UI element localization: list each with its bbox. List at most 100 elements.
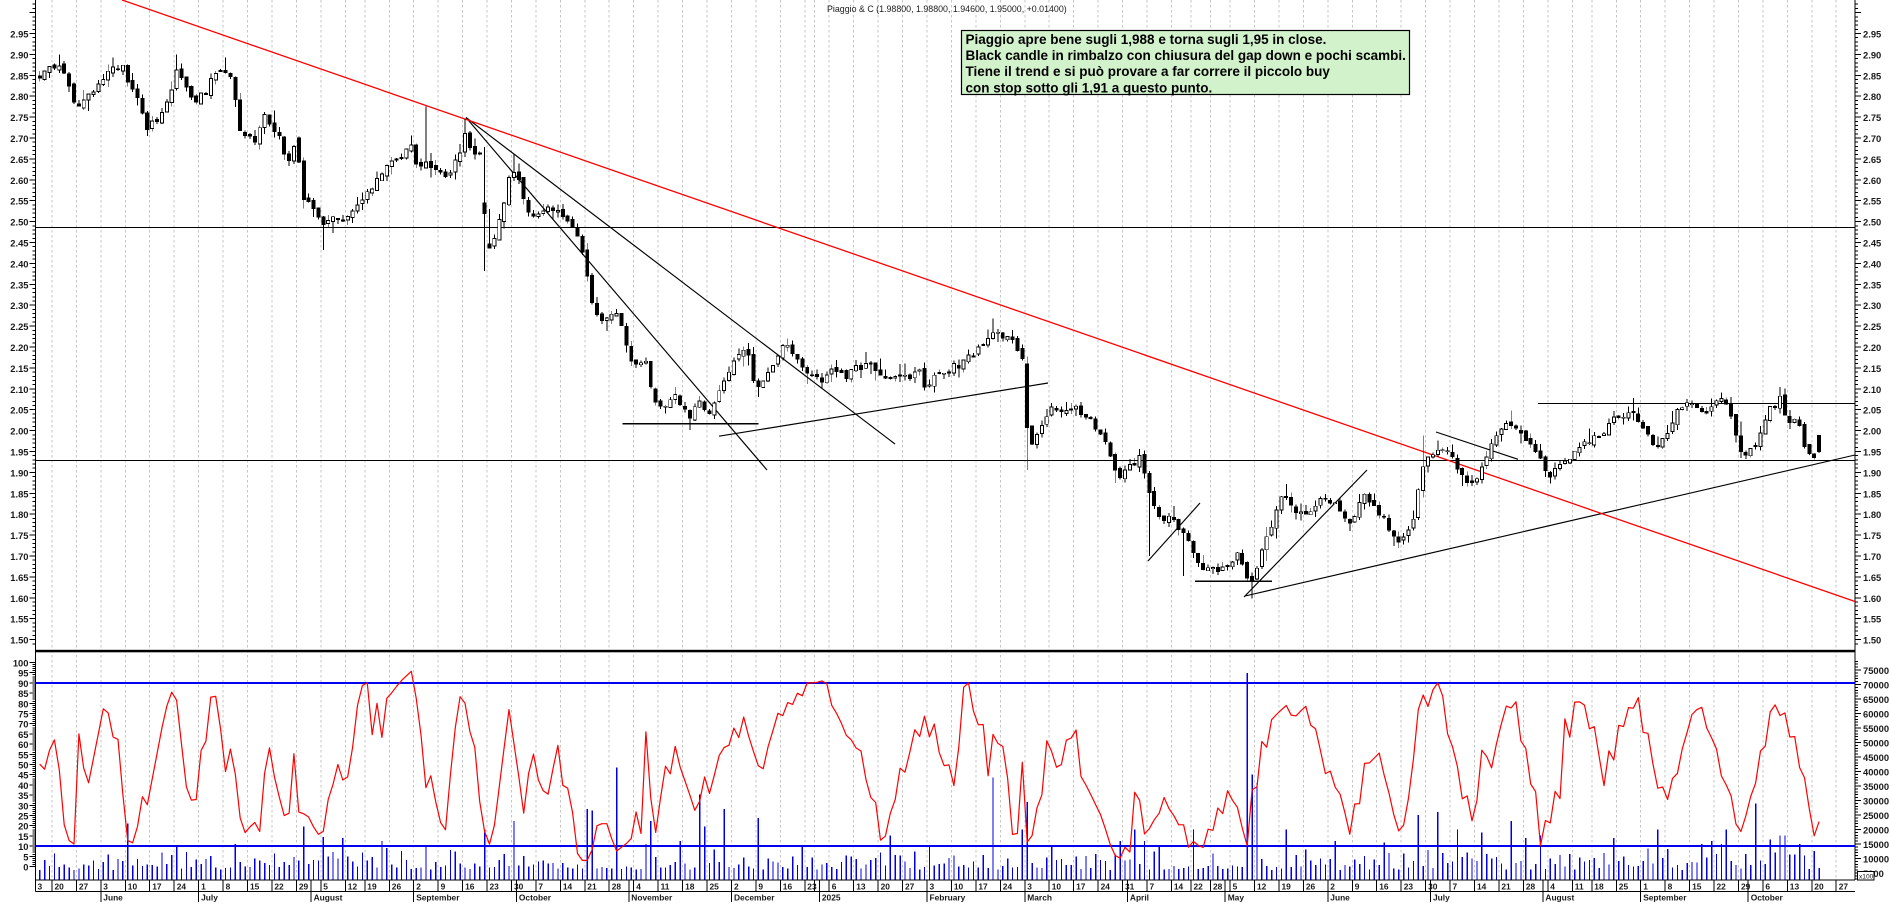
svg-text:October: October (519, 893, 552, 903)
svg-text:55: 55 (18, 749, 28, 760)
svg-text:75000: 75000 (1863, 665, 1889, 676)
svg-text:29: 29 (299, 882, 309, 892)
svg-text:2.15: 2.15 (1863, 363, 1881, 374)
svg-text:1.95: 1.95 (10, 447, 28, 458)
svg-text:90: 90 (18, 678, 28, 689)
svg-text:2.25: 2.25 (10, 321, 28, 332)
svg-text:25000: 25000 (1863, 810, 1889, 821)
svg-text:2.70: 2.70 (10, 133, 28, 144)
svg-text:1.70: 1.70 (10, 551, 28, 562)
svg-text:25: 25 (18, 811, 28, 822)
svg-text:4: 4 (1550, 882, 1555, 892)
svg-text:2.10: 2.10 (10, 384, 28, 395)
svg-text:35: 35 (18, 790, 28, 801)
svg-text:2.65: 2.65 (1863, 154, 1881, 165)
svg-text:Black candle in rimbalzo con c: Black candle in rimbalzo con chiusura de… (966, 48, 1406, 63)
svg-text:Tiene il trend e si può provar: Tiene il trend e si può provare a far co… (966, 64, 1331, 79)
svg-text:70: 70 (18, 719, 28, 730)
svg-text:5: 5 (1233, 882, 1238, 892)
svg-text:11: 11 (1575, 882, 1584, 892)
svg-text:1.60: 1.60 (1863, 593, 1881, 604)
svg-text:1.80: 1.80 (10, 509, 28, 520)
svg-text:70000: 70000 (1863, 680, 1889, 691)
svg-text:85: 85 (18, 688, 28, 699)
svg-text:September: September (1643, 893, 1687, 903)
svg-text:22: 22 (274, 882, 284, 892)
svg-text:23: 23 (1404, 882, 1414, 892)
svg-text:1.95: 1.95 (1863, 447, 1881, 458)
svg-text:45000: 45000 (1863, 752, 1889, 763)
svg-text:35000: 35000 (1863, 781, 1889, 792)
svg-text:1.90: 1.90 (10, 467, 28, 478)
svg-text:2.75: 2.75 (10, 112, 28, 123)
svg-text:2025: 2025 (822, 893, 841, 903)
svg-text:2.85: 2.85 (1863, 70, 1881, 81)
svg-text:22: 22 (1194, 882, 1204, 892)
svg-text:2.00: 2.00 (10, 426, 28, 437)
svg-text:2.45: 2.45 (1863, 238, 1881, 249)
svg-text:65000: 65000 (1863, 694, 1889, 705)
svg-text:February: February (930, 893, 966, 903)
svg-text:2.20: 2.20 (10, 342, 28, 353)
svg-text:2.90: 2.90 (1863, 49, 1881, 60)
svg-text:20000: 20000 (1863, 825, 1889, 836)
svg-text:30000: 30000 (1863, 796, 1889, 807)
svg-text:1.85: 1.85 (1863, 488, 1881, 499)
svg-text:19: 19 (1282, 882, 1292, 892)
svg-text:15: 15 (18, 831, 28, 842)
svg-text:1.55: 1.55 (1863, 614, 1881, 625)
svg-text:2.35: 2.35 (1863, 279, 1881, 290)
svg-text:2.25: 2.25 (1863, 321, 1881, 332)
svg-text:3: 3 (38, 882, 43, 892)
svg-text:0: 0 (23, 862, 28, 873)
svg-text:95: 95 (18, 668, 28, 679)
svg-text:25: 25 (710, 882, 720, 892)
svg-text:2.15: 2.15 (10, 363, 28, 374)
svg-text:1.90: 1.90 (1863, 467, 1881, 478)
svg-text:27: 27 (79, 882, 89, 892)
svg-text:26: 26 (392, 882, 402, 892)
svg-text:80: 80 (18, 698, 28, 709)
svg-text:4: 4 (636, 882, 641, 892)
svg-text:10000: 10000 (1863, 854, 1889, 865)
svg-text:2.60: 2.60 (1863, 175, 1881, 186)
svg-text:1.85: 1.85 (10, 488, 28, 499)
svg-text:September: September (416, 893, 460, 903)
svg-text:6: 6 (832, 882, 837, 892)
svg-text:2.30: 2.30 (10, 300, 28, 311)
svg-text:1.50: 1.50 (10, 635, 28, 646)
svg-text:10: 10 (128, 882, 138, 892)
svg-text:2.85: 2.85 (10, 70, 28, 81)
svg-text:23: 23 (807, 882, 817, 892)
svg-text:9: 9 (441, 882, 446, 892)
svg-text:2: 2 (416, 882, 421, 892)
svg-text:1.50: 1.50 (1863, 635, 1881, 646)
svg-text:5: 5 (323, 882, 328, 892)
svg-text:18: 18 (685, 882, 695, 892)
svg-text:17: 17 (152, 882, 162, 892)
svg-text:2.90: 2.90 (10, 49, 28, 60)
svg-text:2.50: 2.50 (10, 217, 28, 228)
svg-text:20: 20 (55, 882, 65, 892)
svg-text:October: October (1751, 893, 1784, 903)
svg-text:30: 30 (18, 800, 28, 811)
svg-text:x100: x100 (1859, 873, 1874, 880)
svg-text:May: May (1228, 893, 1245, 903)
svg-text:Piaggio & C (1.98800, 1.98800,: Piaggio & C (1.98800, 1.98800, 1.94600, … (827, 4, 1067, 14)
svg-text:2.35: 2.35 (10, 279, 28, 290)
svg-text:1.75: 1.75 (1863, 530, 1881, 541)
svg-text:16: 16 (783, 882, 793, 892)
svg-text:10: 10 (1052, 882, 1062, 892)
svg-text:28: 28 (1526, 882, 1536, 892)
svg-text:1.65: 1.65 (1863, 572, 1881, 583)
svg-text:2.80: 2.80 (1863, 91, 1881, 102)
svg-text:20: 20 (18, 821, 28, 832)
svg-text:7: 7 (538, 882, 543, 892)
svg-text:2.75: 2.75 (1863, 112, 1881, 123)
svg-text:27: 27 (1839, 882, 1849, 892)
svg-text:2.05: 2.05 (10, 405, 28, 416)
svg-text:July: July (201, 893, 218, 903)
svg-text:2.65: 2.65 (10, 154, 28, 165)
svg-text:6: 6 (1765, 882, 1770, 892)
svg-text:23: 23 (490, 882, 500, 892)
